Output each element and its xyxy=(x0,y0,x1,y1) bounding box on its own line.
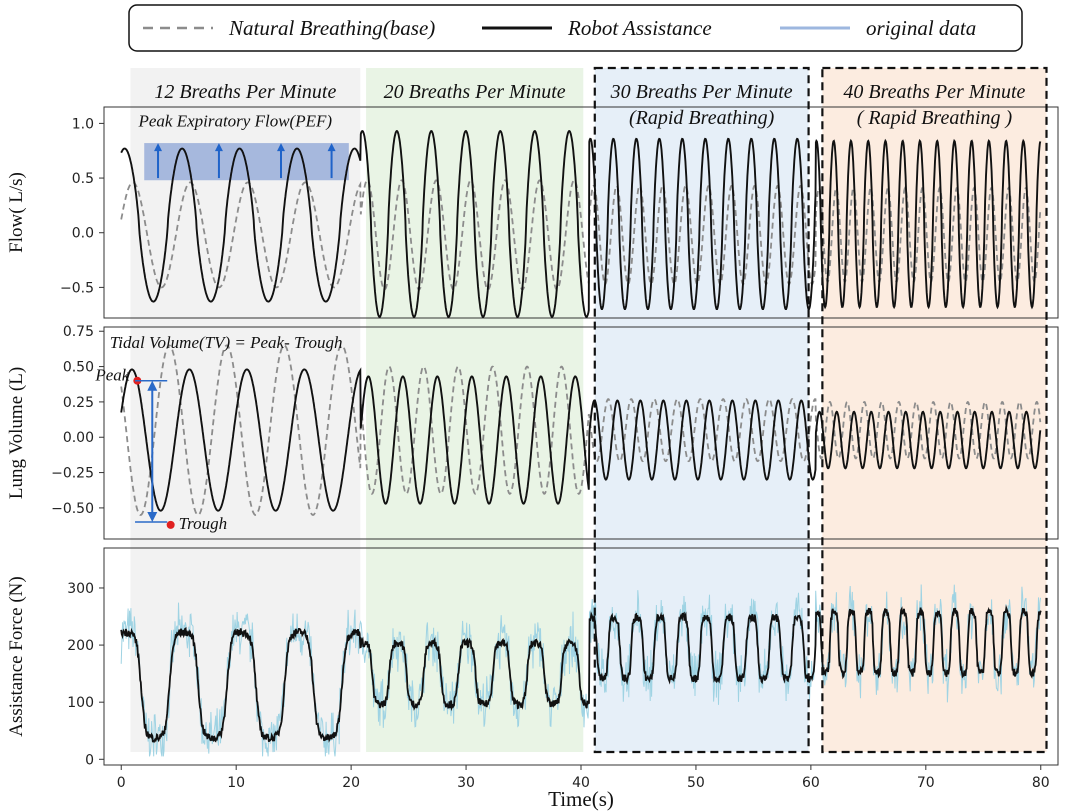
legend-label-2: Robot Assistance xyxy=(567,16,712,40)
series-volume-natural-breathing-base- xyxy=(120,344,1042,516)
curves-volume xyxy=(120,344,1042,516)
y-tick-label-force: 200 xyxy=(67,638,94,654)
y-tick-label-volume: −0.50 xyxy=(51,501,94,517)
x-tick-label: 20 xyxy=(342,775,360,791)
pef-arrow-head xyxy=(154,143,163,152)
y-tick-label-volume: 0.00 xyxy=(63,430,94,446)
marker-trough xyxy=(166,520,175,529)
y-tick-label-flow: 1.0 xyxy=(72,116,94,132)
legend-frame xyxy=(128,4,1023,52)
series-force-robot-assistance xyxy=(120,604,1042,744)
y-tick-label-flow: 0.5 xyxy=(72,171,94,187)
chart-legend: Natural Breathing(base) Robot Assistance o… xyxy=(128,4,1023,52)
series-volume-robot-assistance xyxy=(120,367,1042,512)
y-tick-label-volume: 0.75 xyxy=(63,324,94,340)
y-axis-label-volume: Lung Volume (L) xyxy=(6,367,27,499)
pef-arrow-head xyxy=(214,143,223,152)
x-tick-label: 70 xyxy=(917,775,935,791)
y-tick-label-flow: −0.5 xyxy=(60,280,94,296)
series-flow-robot-assistance xyxy=(120,130,1042,318)
x-axis-label: Time(s) xyxy=(548,787,614,811)
y-tick-label-flow: 0.0 xyxy=(72,226,94,242)
panel-volume: 0.75 0.50 0.25 0.00 −0.25 −0.50 Lung Volume (L… xyxy=(6,324,1059,540)
label-trough: Trough xyxy=(179,514,228,533)
annotation-volume: Tidal Volume(TV) = Peak- Trough xyxy=(110,333,343,352)
x-tick-label: 80 xyxy=(1032,775,1050,791)
phase-label-4: 40 Breaths Per Minute xyxy=(843,81,1025,103)
x-tick-label: 30 xyxy=(457,775,475,791)
phase-dashed-boxes xyxy=(593,66,1048,754)
y-axis-label-flow: Flow( L/s) xyxy=(6,172,27,253)
panel-force: 300 200 100 0 Assistance Force (N) xyxy=(6,547,1059,768)
y-tick-label-force: 100 xyxy=(67,695,94,711)
pef-arrow-head xyxy=(277,143,286,152)
phase-sublabel-4: ( Rapid Breathing ) xyxy=(857,107,1013,129)
x-tick-label: 40 xyxy=(572,775,590,791)
label-peak: Peak xyxy=(94,366,129,385)
curves-flow xyxy=(120,130,1042,318)
chart-panels: 1.0 0.5 0.0 −0.5 Flow( L/s) Peak Expiratory F… xyxy=(6,106,1059,768)
pef-arrow-head xyxy=(327,143,336,152)
x-tick-label: 10 xyxy=(227,775,245,791)
panel-frame-volume xyxy=(103,326,1059,540)
y-axis-label-force: Assistance Force (N) xyxy=(6,576,27,736)
phase-label-3: 30 Breaths Per Minute xyxy=(610,81,793,103)
panel-flow: 1.0 0.5 0.0 −0.5 Flow( L/s) Peak Expiratory F… xyxy=(6,106,1059,319)
dashed-box-phase-4 xyxy=(821,66,1048,754)
y-tick-label-force: 300 xyxy=(67,581,94,597)
phase-label-2: 20 Breaths Per Minute xyxy=(384,81,566,103)
y-tick-label-volume: 0.25 xyxy=(63,395,94,411)
y-tick-label-volume: 0.50 xyxy=(63,360,94,376)
curves-force xyxy=(120,584,1042,757)
phase-labels: 12 Breaths Per Minute 20 Breaths Per Minu… xyxy=(154,81,1025,129)
legend-label-1: Natural Breathing(base) xyxy=(228,16,435,40)
y-tick-label-volume: −0.25 xyxy=(51,466,94,482)
phase-label-1: 12 Breaths Per Minute xyxy=(154,81,336,103)
y-tick-label-force: 0 xyxy=(85,752,94,768)
legend-label-3: original data xyxy=(866,16,976,40)
x-tick-label: 60 xyxy=(802,775,820,791)
x-tick-label: 0 xyxy=(117,775,126,791)
phase-sublabel-3: (Rapid Breathing) xyxy=(629,107,775,129)
x-tick-label: 50 xyxy=(687,775,705,791)
panel-frame-flow xyxy=(103,106,1059,319)
annotation-flow: Peak Expiratory Flow(PEF) xyxy=(137,112,332,131)
x-axis: 0 10 20 30 40 50 60 70 80 Time(s) xyxy=(117,765,1050,811)
tv-arrow-head-down xyxy=(147,512,158,523)
dashed-box-phase-3 xyxy=(593,66,810,754)
tv-arrow-head-up xyxy=(147,380,158,391)
